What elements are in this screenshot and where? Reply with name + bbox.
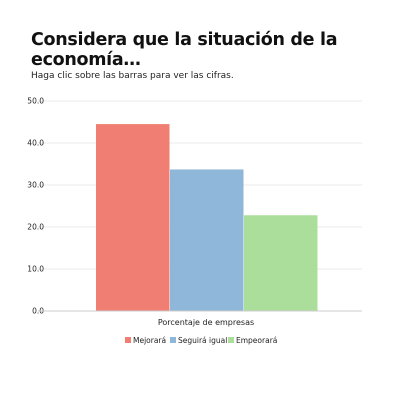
y-tick-label: 30.0 xyxy=(27,181,44,190)
x-axis-label: Porcentaje de empresas xyxy=(158,318,254,327)
legend-label[interactable]: Mejorará xyxy=(133,336,166,345)
legend: Mejorará Seguirá igual Empeorará xyxy=(125,336,277,345)
legend-swatch xyxy=(125,337,131,343)
legend-label[interactable]: Empeorará xyxy=(236,336,277,345)
page-title: Considera que la situación de la economí… xyxy=(31,30,338,70)
bar-1[interactable] xyxy=(96,124,170,311)
y-tick-label: 40.0 xyxy=(27,139,44,148)
legend-swatch xyxy=(170,337,176,343)
legend-label[interactable]: Seguirá igual xyxy=(178,336,227,345)
y-axis-ticks: 0.010.020.030.040.050.0 xyxy=(27,97,44,316)
bar-2[interactable] xyxy=(170,169,244,311)
legend-swatch xyxy=(228,337,234,343)
bars xyxy=(96,124,318,311)
chart-subtitle: Haga clic sobre las barras para ver las … xyxy=(31,71,234,81)
y-tick-label: 20.0 xyxy=(27,223,44,232)
bar-3[interactable] xyxy=(244,215,318,311)
y-tick-label: 50.0 xyxy=(27,97,44,106)
y-tick-label: 10.0 xyxy=(27,265,44,274)
